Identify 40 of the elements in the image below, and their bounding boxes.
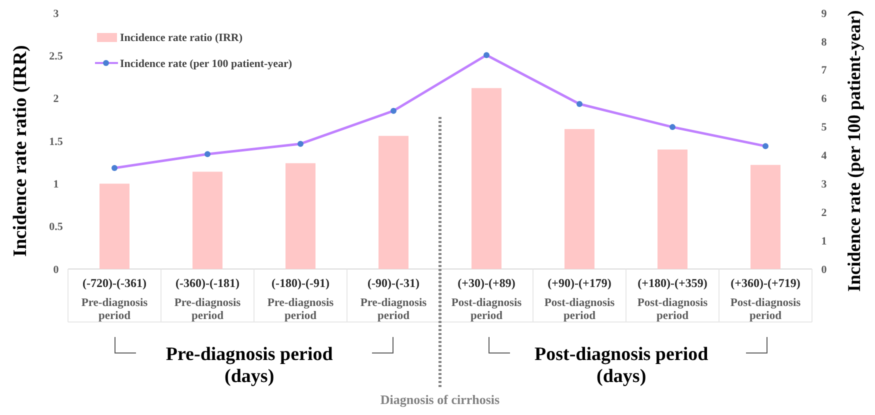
bar (378, 136, 408, 269)
y-tick-label: 2.5 (49, 50, 64, 63)
y2-tick-label: 0 (821, 264, 828, 276)
y-axis-title: Incidence rate ratio (IRR) (10, 45, 31, 257)
x-tick-label: (+360)-(+719) Post-diagnosis period (730, 276, 802, 322)
y-tick-label: 0.5 (49, 221, 64, 234)
bar (750, 164, 780, 269)
y-tick-label: 1 (53, 178, 59, 191)
y2-tick-label: 3 (821, 178, 828, 191)
bar (286, 163, 316, 269)
bar (472, 88, 502, 269)
x-tick-label: (+90)-(+179) Post-diagnosis period (544, 276, 616, 322)
legend-label: Incidence rate ratio (IRR) (120, 32, 243, 44)
x-tick-label: (-360)-(-181) Pre-diagnosis period (174, 276, 242, 322)
y2-tick-label: 4 (821, 150, 828, 162)
bar (100, 184, 130, 269)
text: Post-diagnosis period (days) (534, 344, 709, 387)
y-tick-label: 0 (53, 264, 60, 276)
x-tick-label: (-720)-(-361) Pre-diagnosis period (81, 276, 148, 322)
x-tick-label: (+30)-(+89) Post-diagnosis period (451, 276, 522, 322)
text: Pre-diagnosis period (days) (166, 344, 334, 387)
legend-label: Incidence rate (per 100 patient-year) (120, 58, 292, 70)
x-tick-label: (-180)-(-91) Pre-diagnosis period (267, 276, 334, 322)
y-tick-label: 2 (53, 93, 60, 106)
y2-axis-title: Incidence rate (per 100 patient-year) (844, 10, 864, 292)
x-tick-label: (+180)-(+359) Post-diagnosis period (637, 276, 708, 322)
bar (192, 172, 222, 269)
x-tick-label: (-90)-(-31) Pre-diagnosis period (360, 276, 428, 322)
y2-tick-label: 7 (821, 64, 828, 77)
y-tick-label: 1.5 (49, 136, 64, 148)
y-tick-label: 3 (53, 8, 60, 20)
y2-tick-label: 8 (821, 36, 828, 48)
y2-tick-label: 9 (821, 8, 828, 20)
bar (658, 150, 688, 269)
y2-tick-label: 6 (821, 93, 828, 106)
text: Diagnosis of cirrhosis (380, 392, 500, 407)
bar (564, 129, 594, 269)
y2-tick-label: 5 (821, 122, 828, 134)
y2-tick-label: 1 (821, 235, 827, 248)
y2-tick-label: 2 (821, 206, 828, 219)
